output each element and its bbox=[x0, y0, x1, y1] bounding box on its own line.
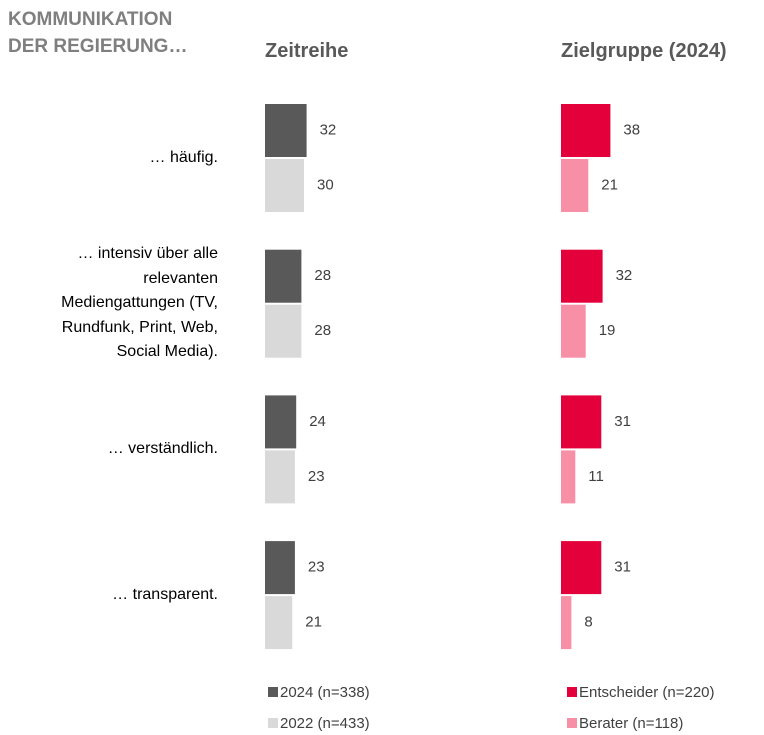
bar bbox=[561, 304, 586, 358]
bar bbox=[561, 249, 603, 303]
panel-title: Zeitreihe bbox=[265, 40, 349, 62]
value-label: 30 bbox=[317, 176, 334, 193]
bar bbox=[561, 596, 572, 650]
bar bbox=[561, 159, 589, 212]
value-label: 32 bbox=[616, 267, 633, 284]
bar bbox=[561, 541, 602, 595]
value-label: 28 bbox=[314, 267, 331, 284]
main-title: KOMMUNIKATION DER REGIERUNG… bbox=[8, 9, 188, 57]
bar bbox=[265, 104, 307, 157]
bar bbox=[561, 104, 611, 157]
value-label: 21 bbox=[305, 614, 322, 631]
bar bbox=[265, 450, 295, 504]
category-label: … häufig. bbox=[149, 148, 218, 166]
panel-title: Zielgruppe (2024) bbox=[561, 40, 727, 62]
value-label: 23 bbox=[308, 559, 325, 576]
bar bbox=[561, 450, 576, 504]
value-label: 31 bbox=[614, 559, 631, 576]
value-label: 24 bbox=[309, 413, 326, 430]
legend-label: Berater (n=118) bbox=[579, 715, 683, 732]
value-label: 11 bbox=[588, 468, 604, 485]
value-label: 31 bbox=[614, 413, 631, 430]
category-label: … verständlich. bbox=[107, 439, 218, 457]
value-label: 21 bbox=[601, 176, 618, 193]
legend-swatch bbox=[567, 687, 577, 697]
value-label: 23 bbox=[308, 468, 325, 485]
legend-swatch bbox=[268, 718, 278, 728]
value-label: 38 bbox=[623, 121, 640, 138]
category-label: … transparent. bbox=[112, 585, 218, 603]
category-label: … intensiv über alle relevanten Medienga… bbox=[61, 245, 218, 361]
value-label: 32 bbox=[320, 121, 337, 138]
legend-swatch bbox=[567, 718, 577, 728]
bar bbox=[265, 304, 302, 358]
legend-label: Entscheider (n=220) bbox=[579, 684, 715, 701]
bar bbox=[265, 596, 293, 650]
bar bbox=[265, 249, 302, 303]
bar bbox=[265, 541, 295, 595]
value-label: 28 bbox=[314, 322, 331, 339]
bar bbox=[561, 395, 602, 449]
value-label: 8 bbox=[584, 614, 592, 631]
legend-label: 2022 (n=433) bbox=[280, 715, 370, 732]
bar bbox=[265, 395, 297, 449]
legend-label: 2024 (n=338) bbox=[280, 684, 370, 701]
bar bbox=[265, 159, 304, 212]
legend-swatch bbox=[268, 687, 278, 697]
value-label: 19 bbox=[599, 322, 616, 339]
